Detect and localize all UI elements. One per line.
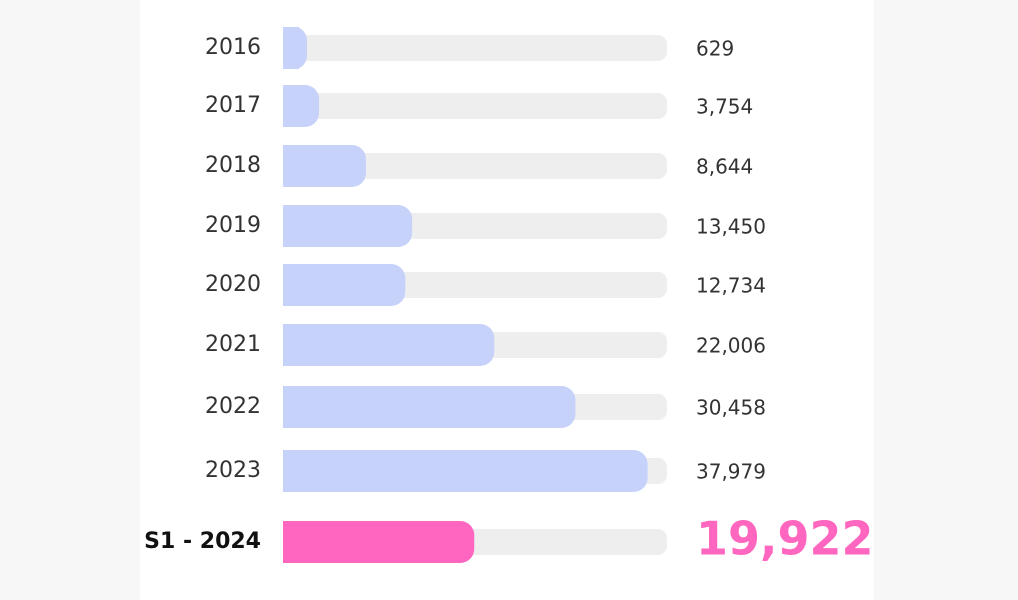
value-label: 629 <box>696 37 734 61</box>
bar-row: 2017 3,754 <box>205 85 753 127</box>
category-label: 2018 <box>205 153 261 178</box>
category-label: 2016 <box>205 35 261 60</box>
value-label: 37,979 <box>696 460 766 484</box>
bar-left-edge <box>283 521 299 563</box>
bar-left-edge <box>283 386 299 428</box>
value-label: 19,922 <box>696 512 874 566</box>
bar-left-edge <box>283 450 299 492</box>
value-label: 22,006 <box>696 334 766 358</box>
bar <box>283 450 648 492</box>
bar-row: 2018 8,644 <box>205 145 753 187</box>
bar <box>283 145 366 187</box>
category-label: 2022 <box>205 394 261 419</box>
bar-left-edge <box>283 27 299 69</box>
bar-track <box>283 153 667 179</box>
bar-track <box>283 35 667 61</box>
value-label: 30,458 <box>696 396 766 420</box>
bar-row: 2022 30,458 <box>205 386 766 428</box>
bar-row: 2016 629 <box>205 27 734 69</box>
value-label: 3,754 <box>696 95 753 119</box>
category-label: 2020 <box>205 272 261 297</box>
bar-left-edge <box>283 145 299 187</box>
bar-left-edge <box>283 85 299 127</box>
bar-row: 2023 37,979 <box>205 450 766 492</box>
bar-track <box>283 93 667 119</box>
category-label: 2017 <box>205 93 261 118</box>
bar-left-edge <box>283 324 299 366</box>
bar <box>283 386 576 428</box>
category-label: 2021 <box>205 332 261 357</box>
bar-row: 2020 12,734 <box>205 264 766 306</box>
highlight-bar <box>283 521 475 563</box>
bar <box>283 264 406 306</box>
category-label: 2019 <box>205 213 261 238</box>
category-label: 2023 <box>205 458 261 483</box>
bar-left-edge <box>283 264 299 306</box>
bar-row: S1 - 2024 19,922 <box>144 512 873 566</box>
bar-row: 2019 13,450 <box>205 205 766 247</box>
value-label: 8,644 <box>696 155 753 179</box>
value-label: 12,734 <box>696 274 766 298</box>
value-label: 13,450 <box>696 215 766 239</box>
bar-left-edge <box>283 205 299 247</box>
bar-row: 2021 22,006 <box>205 324 766 366</box>
bar <box>283 205 413 247</box>
category-label: S1 - 2024 <box>144 529 261 554</box>
bar <box>283 324 495 366</box>
